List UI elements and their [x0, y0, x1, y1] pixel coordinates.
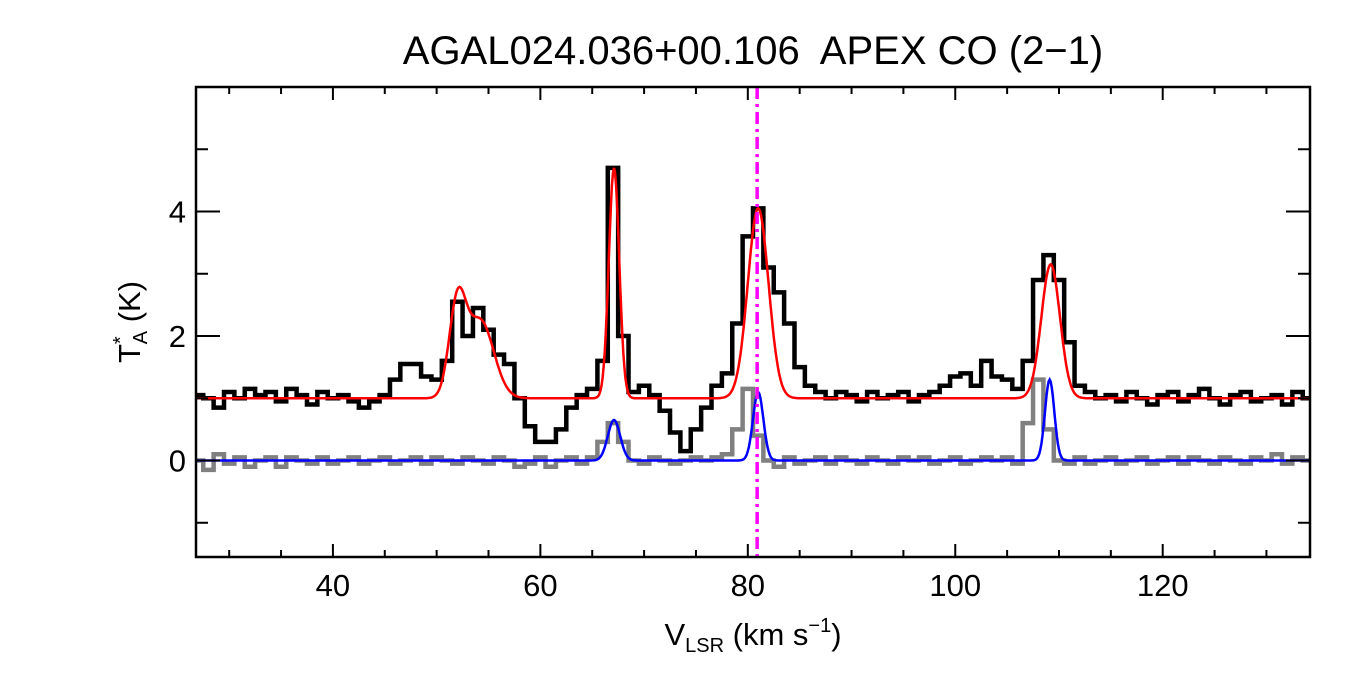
chart-title: AGAL024.036+00.106 APEX CO (2−1): [403, 29, 1103, 73]
series-group: [196, 165, 1310, 473]
x-tick-label: 100: [929, 568, 981, 603]
y-axis-label: T*A (K): [110, 281, 152, 363]
y-tick-label: 2: [169, 319, 186, 354]
x-tick-label: 80: [731, 568, 765, 603]
x-tick-label: 120: [1137, 568, 1189, 603]
plot-area: [194, 85, 1312, 559]
y-tick-label: 4: [169, 195, 186, 230]
blue-fit-line: [196, 376, 1310, 462]
plot-frame: [194, 85, 1312, 559]
red-fit-line: [196, 167, 1310, 400]
y-tick-label: 0: [169, 444, 186, 479]
x-tick-label: 40: [316, 568, 350, 603]
x-axis-label: VLSR (km s−1): [664, 615, 841, 657]
axis-ticks: 40 60 80 100 120 0 2 4: [169, 86, 1310, 603]
x-tick-label: 60: [523, 568, 557, 603]
